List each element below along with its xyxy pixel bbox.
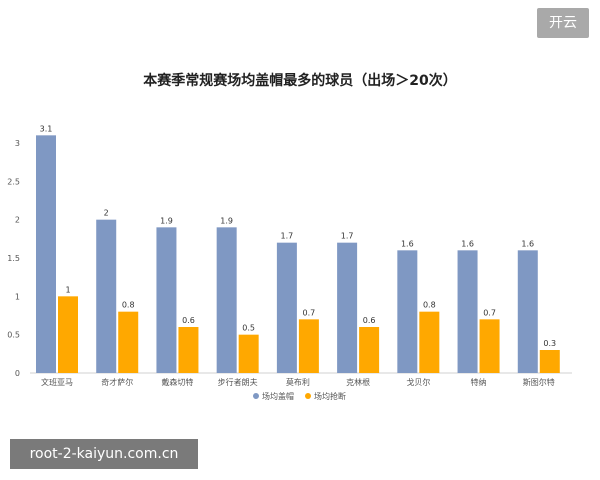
bar-steals <box>118 311 139 373</box>
data-label-blocks: 1.6 <box>521 239 534 248</box>
y-tick-label: 3 <box>15 139 20 148</box>
data-label-blocks: 1.9 <box>220 216 233 225</box>
data-label-steals: 0.5 <box>242 324 255 333</box>
bar-steals <box>479 319 500 373</box>
bar-blocks <box>276 242 297 373</box>
x-tick-label: 特纳 <box>471 377 487 387</box>
y-tick-label: 2.5 <box>7 177 20 186</box>
bar-blocks <box>156 227 177 373</box>
y-tick-label: 0.5 <box>7 331 20 340</box>
x-tick-label: 奇才萨尔 <box>101 377 133 387</box>
data-label-steals: 0.8 <box>122 301 135 310</box>
data-label-blocks: 3.1 <box>40 124 53 133</box>
bar-steals <box>298 319 319 373</box>
legend-marker-blocks <box>253 393 259 399</box>
bar-steals <box>419 311 440 373</box>
x-tick-label: 戈贝尔 <box>406 377 430 387</box>
x-tick-label: 文班亚马 <box>41 377 73 387</box>
y-tick-label: 0 <box>15 369 20 378</box>
y-tick-label: 1.5 <box>7 254 20 263</box>
legend-label-blocks: 场均盖帽 <box>262 391 294 401</box>
bar-blocks <box>457 250 478 373</box>
data-label-steals: 0.6 <box>363 316 376 325</box>
bar-blocks <box>397 250 418 373</box>
bar-steals <box>539 350 560 373</box>
data-label-blocks: 1.9 <box>160 216 173 225</box>
data-label-blocks: 1.6 <box>401 239 414 248</box>
bar-blocks <box>36 135 56 373</box>
x-tick-label: 斯图尔特 <box>523 377 555 387</box>
data-label-blocks: 1.7 <box>281 232 294 241</box>
watermark-label: root-2-kaiyun.com.cn <box>10 439 198 469</box>
legend-label-steals: 场均抢断 <box>314 391 346 401</box>
data-label-steals: 1 <box>65 285 70 294</box>
data-label-steals: 0.7 <box>303 308 316 317</box>
bar-blocks <box>517 250 538 373</box>
open-button[interactable]: 开云 <box>537 8 589 38</box>
bar-steals <box>359 327 380 373</box>
bar-blocks <box>337 242 358 373</box>
data-label-blocks: 1.6 <box>461 239 474 248</box>
data-label-steals: 0.8 <box>423 301 436 310</box>
bar-blocks <box>216 227 237 373</box>
bar-steals <box>178 327 199 373</box>
x-tick-label: 戴森切特 <box>161 377 193 387</box>
x-tick-label: 克林根 <box>346 377 370 387</box>
x-tick-label: 步行者朗夫 <box>218 377 258 387</box>
y-tick-label: 2 <box>15 216 20 225</box>
y-tick-label: 1 <box>15 292 20 301</box>
data-label-steals: 0.7 <box>483 308 496 317</box>
data-label-steals: 0.6 <box>182 316 195 325</box>
chart-title: 本赛季常规赛场均盖帽最多的球员（出场＞20次） <box>143 73 457 89</box>
bar-blocks <box>96 219 117 373</box>
x-tick-label: 莫布利 <box>286 377 310 387</box>
data-label-blocks: 2 <box>104 209 109 218</box>
data-label-blocks: 1.7 <box>341 232 354 241</box>
bar-steals <box>238 334 259 373</box>
legend-marker-steals <box>305 393 311 399</box>
bar-steals <box>58 296 78 373</box>
data-label-steals: 0.3 <box>543 339 556 348</box>
